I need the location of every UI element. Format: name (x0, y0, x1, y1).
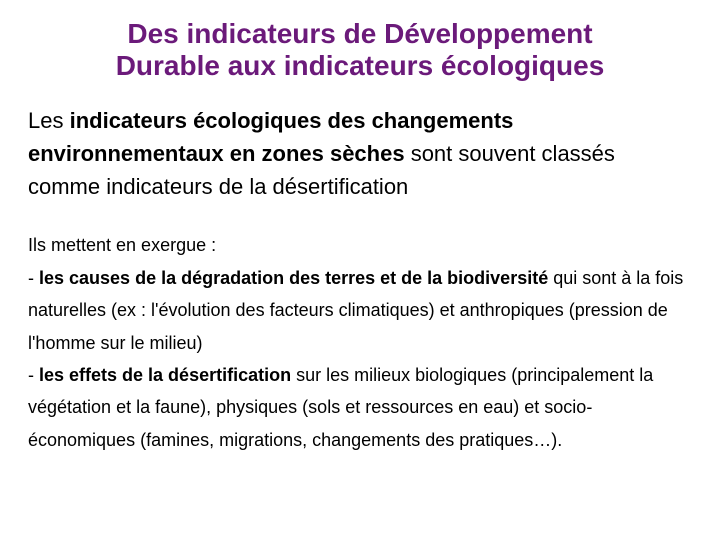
paragraph-2: Ils mettent en exergue : - les causes de… (28, 229, 692, 456)
p2-effects-bold: les effets de la désertification (39, 365, 291, 385)
title-line-2: Durable aux indicateurs écologiques (116, 50, 605, 81)
p2-causes-bold: les causes de la dégradation des terres … (39, 268, 548, 288)
p2-intro: Ils mettent en exergue : (28, 235, 216, 255)
p2-effects-prefix: - (28, 365, 39, 385)
p2-causes-prefix: - (28, 268, 39, 288)
paragraph-1: Les indicateurs écologiques des changeme… (28, 104, 692, 203)
title-line-1: Des indicateurs de Développement (127, 18, 592, 49)
slide-title: Des indicateurs de Développement Durable… (28, 18, 692, 82)
slide-container: Des indicateurs de Développement Durable… (0, 0, 720, 540)
p1-prefix: Les (28, 108, 70, 133)
